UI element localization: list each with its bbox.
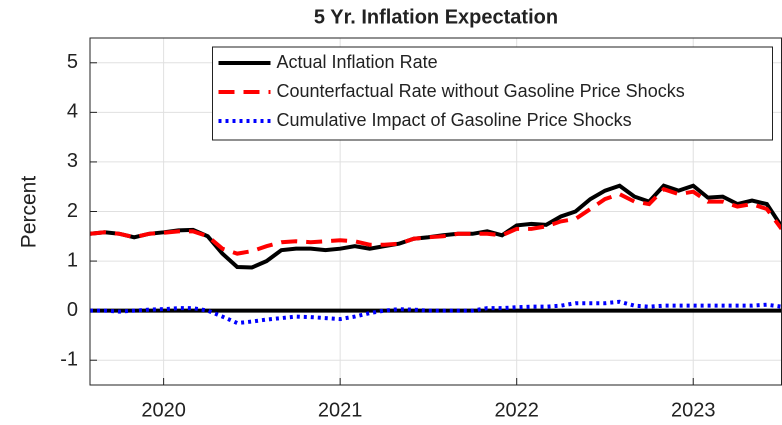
y-axis-label: Percent: [18, 176, 41, 249]
x-tick-label: 2021: [318, 399, 363, 421]
series-line: [90, 299, 782, 326]
x-tick-label: 2023: [671, 399, 716, 421]
y-tick-label: 5: [67, 51, 78, 73]
y-tick-label: 4: [67, 101, 78, 123]
y-tick-label: 1: [67, 249, 78, 271]
legend-label: Counterfactual Rate without Gasoline Pri…: [277, 81, 685, 101]
legend-label: Actual Inflation Rate: [277, 52, 438, 72]
x-tick-label: 2020: [141, 399, 186, 421]
legend-box: [212, 46, 773, 141]
y-tick-label: -1: [60, 348, 78, 370]
y-tick-label: 0: [67, 299, 78, 321]
legend-label: Cumulative Impact of Gasoline Price Shoc…: [277, 110, 632, 130]
y-tick-label: 2: [67, 200, 78, 222]
chart-title: 5 Yr. Inflation Expectation: [314, 6, 558, 28]
series-line: [90, 186, 782, 256]
x-tick-label: 2022: [494, 399, 539, 421]
y-tick-label: 3: [67, 150, 78, 172]
